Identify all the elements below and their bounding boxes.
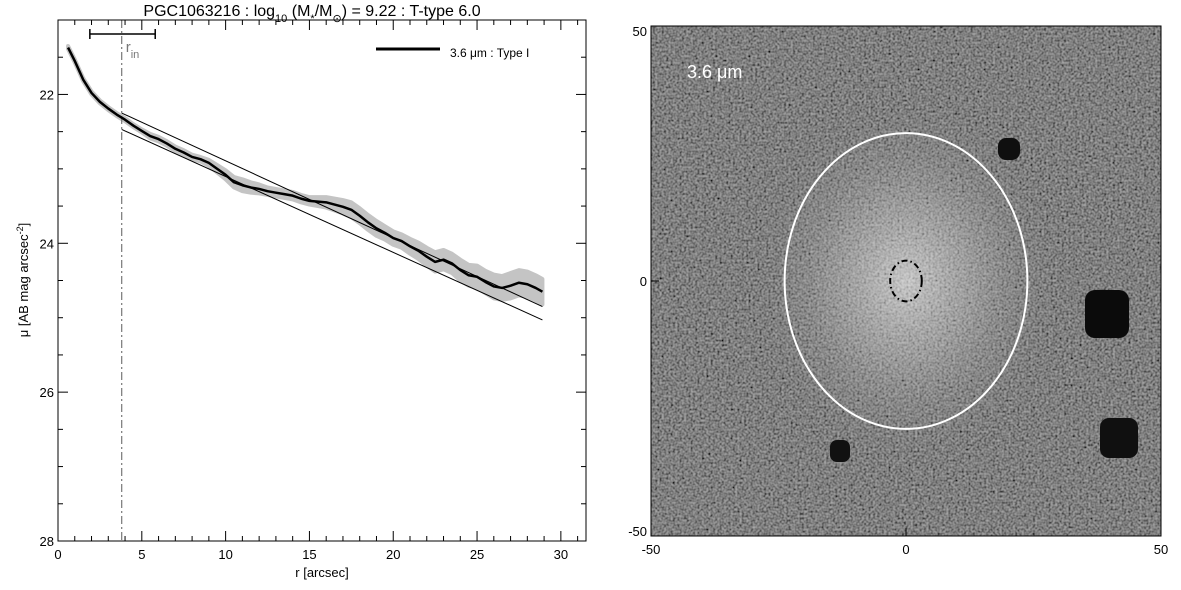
legend: 3.6 μm : Type I <box>376 46 529 60</box>
image-x-tick-label: 0 <box>902 542 909 557</box>
mask-blob <box>1085 290 1129 338</box>
image-band-label: 3.6 μm <box>687 62 742 82</box>
mask-blob <box>998 138 1020 160</box>
y-tick-label: 24 <box>40 236 54 251</box>
axis-ticks: 0 5 10 15 20 25 30 22 24 26 28 <box>40 19 586 562</box>
uncertainty-band-area <box>66 44 545 307</box>
x-tick-label: 0 <box>54 547 61 562</box>
x-tick-label: 5 <box>138 547 145 562</box>
image-axis-ticks: -50 0 50 -50 0 50 <box>628 24 1168 557</box>
galaxy-image <box>651 26 1161 536</box>
x-tick-label: 20 <box>386 547 400 562</box>
profile-line <box>66 46 544 293</box>
y-tick-label: 28 <box>40 534 54 549</box>
x-axis-label: r [arcsec] <box>295 565 348 580</box>
fit-lines <box>121 112 543 321</box>
mask-blob <box>1100 418 1138 458</box>
x-tick-label: 10 <box>218 547 232 562</box>
galaxy-glow <box>756 106 1056 456</box>
fit-line-1 <box>121 112 543 308</box>
legend-label: 3.6 μm : Type I <box>450 46 529 60</box>
x-tick-label: 25 <box>470 547 484 562</box>
chart-title: PGC1063216 : log10 (M*/M⊙) = 9.22 : T-ty… <box>143 3 480 25</box>
profile-series <box>66 46 544 293</box>
r-in-marker: rin <box>89 20 156 541</box>
y-tick-label: 22 <box>40 87 54 102</box>
image-x-tick-label: -50 <box>642 542 661 557</box>
r-in-label: rin <box>126 39 140 61</box>
image-y-tick-label: -50 <box>628 524 647 539</box>
outer-ellipse <box>783 132 1029 430</box>
image-x-tick-label: 50 <box>1154 542 1168 557</box>
image-y-tick-label: 50 <box>633 24 647 39</box>
mask-blob <box>830 440 850 462</box>
y-tick-label: 26 <box>40 385 54 400</box>
image-y-tick-label: 0 <box>640 274 647 289</box>
x-tick-label: 30 <box>554 547 568 562</box>
x-tick-label: 15 <box>302 547 316 562</box>
y-axis-label: μ [AB mag arcsec-2] <box>15 223 31 338</box>
profile-panel: PGC1063216 : log10 (M*/M⊙) = 9.22 : T-ty… <box>15 3 587 580</box>
inner-ellipse <box>889 259 923 303</box>
fit-line-2 <box>121 128 543 321</box>
image-panel: -50 0 50 -50 0 50 3.6 μm <box>628 24 1168 557</box>
uncertainty-band <box>66 44 545 307</box>
